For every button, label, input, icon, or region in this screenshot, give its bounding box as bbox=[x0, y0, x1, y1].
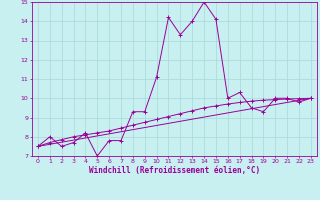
X-axis label: Windchill (Refroidissement éolien,°C): Windchill (Refroidissement éolien,°C) bbox=[89, 166, 260, 175]
